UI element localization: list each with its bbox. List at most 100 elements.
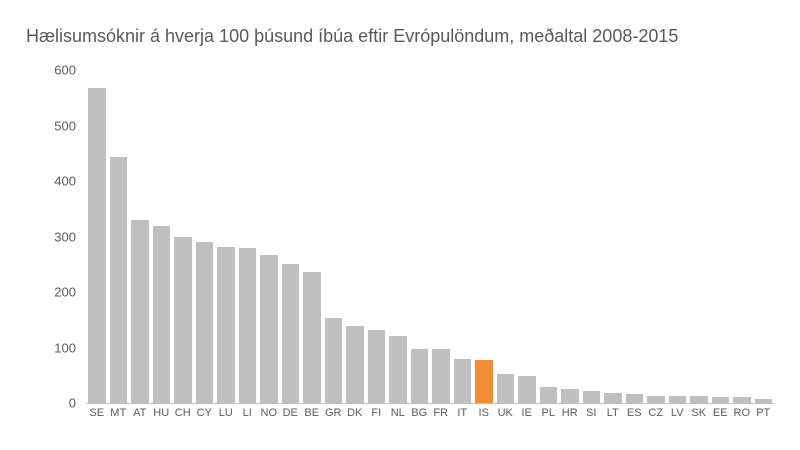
- x-tick-label: PL: [541, 407, 555, 419]
- bar-slot: [645, 70, 667, 403]
- bar-slot: [753, 70, 775, 403]
- bar-slot: [215, 70, 237, 403]
- bar-area: [86, 70, 774, 403]
- x-tick-label: LT: [606, 407, 619, 419]
- bar-ch: [174, 237, 192, 403]
- x-tick-label: SE: [89, 407, 105, 419]
- bar-slot: [473, 70, 495, 403]
- bar-hu: [152, 225, 170, 403]
- bar-slot: [538, 70, 560, 403]
- bar-si: [582, 390, 600, 403]
- bar-slot: [86, 70, 108, 403]
- x-tick-label: DK: [347, 407, 363, 419]
- bar-slot: [258, 70, 280, 403]
- x-tick-label: RO: [733, 407, 751, 419]
- bar-slot: [280, 70, 302, 403]
- x-tick-label: FI: [371, 407, 382, 419]
- x-tick-label: BG: [411, 407, 428, 419]
- x-tick-label: EE: [712, 407, 728, 419]
- bar-pt: [754, 399, 772, 403]
- bar-slot: [731, 70, 753, 403]
- bar-ie: [518, 376, 536, 403]
- bar-be: [303, 272, 321, 403]
- bar-slot: [129, 70, 151, 403]
- bar-cz: [647, 395, 665, 403]
- bar-gr: [324, 318, 342, 403]
- x-tick-label: CZ: [648, 407, 664, 419]
- y-tick-label: 500: [54, 118, 76, 133]
- x-tick-label: IE: [521, 407, 532, 419]
- bar-ee: [711, 397, 729, 403]
- bar-lt: [604, 393, 622, 403]
- x-axis-labels: SE MT AT HU CH CY LU LI NO DE BE GR DK FI NL BG FR IT IS UK…: [86, 407, 774, 419]
- bar-pl: [539, 386, 557, 403]
- bar-slot: [108, 70, 130, 403]
- bar-lv: [668, 395, 686, 403]
- bar-slot: [151, 70, 173, 403]
- x-tick-label: LI: [242, 407, 252, 419]
- bar-it: [453, 359, 471, 403]
- y-tick-label: 600: [54, 62, 76, 78]
- bar-nl: [389, 335, 407, 403]
- bar-is: [475, 360, 493, 403]
- x-tick-label: NO: [260, 407, 278, 419]
- x-tick-label: GR: [325, 407, 342, 419]
- bar-cy: [195, 242, 213, 403]
- x-tick-label: FR: [433, 407, 449, 419]
- bar-slot: [710, 70, 732, 403]
- y-tick-label: 0: [68, 395, 76, 411]
- bar-no: [260, 254, 278, 403]
- x-tick-label: LV: [670, 407, 684, 419]
- bar-de: [281, 264, 299, 403]
- bar-uk: [496, 374, 514, 403]
- x-tick-label: MT: [110, 407, 127, 419]
- bar-slot: [237, 70, 259, 403]
- bar-li: [238, 247, 256, 403]
- x-tick-label: CY: [196, 407, 212, 419]
- bar-dk: [346, 325, 364, 403]
- bar-slot: [172, 70, 194, 403]
- bar-slot: [667, 70, 689, 403]
- x-tick-label: IS: [478, 407, 489, 419]
- x-tick-label: ES: [626, 407, 642, 419]
- bar-slot: [323, 70, 345, 403]
- x-tick-label: BE: [304, 407, 320, 419]
- y-tick-label: 400: [54, 173, 76, 189]
- y-tick-label: 100: [54, 340, 76, 355]
- bar-slot: [430, 70, 452, 403]
- bar-slot: [602, 70, 624, 403]
- chart-title: Hælisumsóknir á hverja 100 þúsund íbúa e…: [26, 26, 679, 46]
- bar-slot: [624, 70, 646, 403]
- bar-slot: [409, 70, 431, 403]
- x-tick-label: CH: [174, 407, 191, 419]
- x-tick-label: IT: [457, 407, 468, 419]
- bar-slot: [516, 70, 538, 403]
- bar-at: [131, 219, 149, 403]
- x-tick-label: HU: [153, 407, 170, 419]
- x-tick-label: AT: [133, 407, 147, 419]
- bar-lu: [217, 247, 235, 403]
- x-tick-label: PT: [756, 407, 771, 419]
- bar-fr: [432, 349, 450, 403]
- bar-slot: [559, 70, 581, 403]
- bar-slot: [301, 70, 323, 403]
- x-tick-label: DE: [282, 407, 298, 419]
- x-tick-label: LU: [218, 407, 233, 419]
- bar-se: [88, 88, 106, 403]
- bar-sk: [690, 396, 708, 403]
- x-tick-label: HR: [561, 407, 578, 419]
- bar-bg: [410, 349, 428, 403]
- x-tick-label: SI: [586, 407, 597, 419]
- x-tick-label: SK: [691, 407, 707, 419]
- bar-slot: [387, 70, 409, 403]
- bar-slot: [581, 70, 603, 403]
- bar-slot: [366, 70, 388, 403]
- bar-slot: [495, 70, 517, 403]
- y-tick-label: 300: [54, 229, 76, 244]
- bar-slot: [344, 70, 366, 403]
- y-tick-label: 200: [54, 284, 76, 300]
- x-tick-label: NL: [390, 407, 405, 419]
- x-tick-label: UK: [497, 407, 513, 419]
- bar-ro: [733, 397, 751, 403]
- bar-slot: [194, 70, 216, 403]
